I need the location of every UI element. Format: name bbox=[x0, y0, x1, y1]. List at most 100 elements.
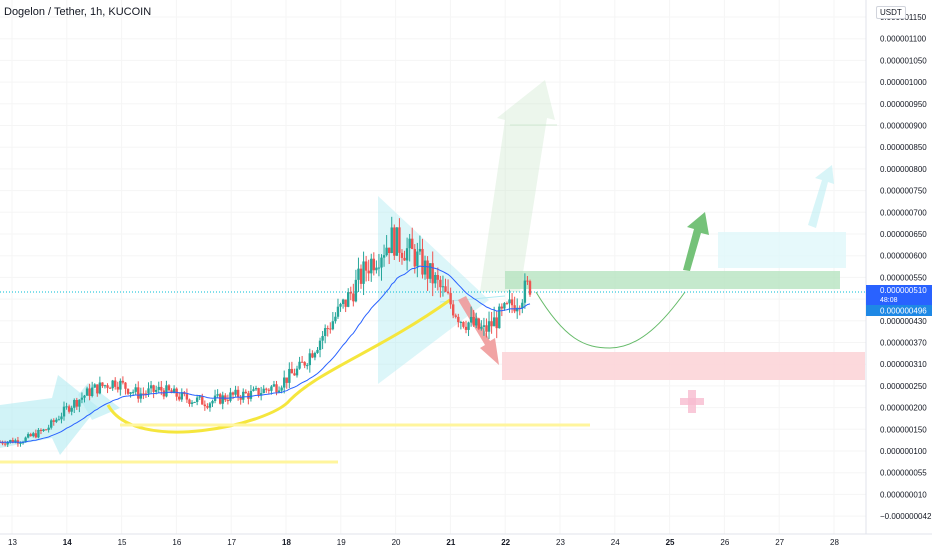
candle-body bbox=[347, 292, 350, 307]
candle-body bbox=[239, 397, 242, 400]
candle-body bbox=[341, 299, 345, 305]
candle-body bbox=[283, 377, 286, 388]
candle-body bbox=[1, 442, 4, 444]
candle-body bbox=[290, 368, 294, 374]
candle-body bbox=[185, 394, 189, 400]
time-tick-label: 24 bbox=[611, 538, 620, 547]
candle-body bbox=[418, 248, 422, 252]
candle-body bbox=[349, 292, 352, 294]
candle-body bbox=[387, 247, 391, 254]
candle-body bbox=[495, 317, 498, 329]
candle-body bbox=[236, 389, 240, 398]
price-scale[interactable]: 0.0000011500.0000011000.0000010500.00000… bbox=[865, 0, 932, 534]
candle-body bbox=[244, 391, 247, 394]
time-tick-label: 21 bbox=[446, 538, 455, 547]
candle-body bbox=[431, 263, 434, 284]
candle-body bbox=[124, 382, 127, 389]
candle-body bbox=[382, 255, 386, 258]
candle-body bbox=[160, 386, 163, 391]
price-tick-label: 0.000000310 bbox=[880, 360, 927, 369]
price-tick-label: 0.000000250 bbox=[880, 382, 927, 391]
candle-body bbox=[423, 260, 427, 275]
candle-body bbox=[211, 400, 214, 404]
candle-body bbox=[518, 307, 521, 309]
candle-body bbox=[462, 321, 465, 327]
candle-body bbox=[249, 390, 253, 399]
candle-body bbox=[395, 227, 399, 256]
candle-body bbox=[70, 407, 73, 412]
candle-body bbox=[472, 316, 475, 326]
price-tick-label: 0.000000150 bbox=[880, 425, 927, 434]
candle-body bbox=[231, 392, 235, 395]
price-tick-label: 0.000001000 bbox=[880, 78, 927, 87]
candle-body bbox=[352, 293, 355, 302]
candle-body bbox=[216, 394, 219, 396]
candle-body bbox=[449, 293, 452, 305]
time-tick-label: 25 bbox=[666, 538, 675, 547]
faint-green-arrow bbox=[480, 80, 555, 292]
candle-body bbox=[513, 305, 516, 312]
chart-annotations bbox=[0, 80, 866, 464]
candle-body bbox=[88, 388, 91, 397]
red-zone bbox=[502, 352, 865, 380]
time-tick-label: 17 bbox=[227, 538, 236, 547]
candle-body bbox=[131, 391, 135, 393]
candle-body bbox=[60, 416, 63, 420]
moving-average-line bbox=[0, 265, 531, 443]
candle-body bbox=[285, 377, 288, 383]
candle-body bbox=[119, 380, 122, 390]
candle-body bbox=[234, 389, 237, 395]
candle-body bbox=[405, 248, 409, 261]
candle-body bbox=[11, 440, 15, 443]
candle-body bbox=[172, 388, 176, 394]
candle-body bbox=[180, 392, 183, 400]
last-price-badge: 0.000000510 48:08 bbox=[866, 285, 932, 305]
chart-title: Dogelon / Tether, 1h, KUCOIN bbox=[4, 6, 152, 18]
candle-body bbox=[270, 386, 273, 391]
candle-body bbox=[114, 380, 117, 387]
candle-body bbox=[247, 393, 250, 399]
candle-body bbox=[413, 248, 416, 267]
candle-body bbox=[254, 388, 258, 390]
candle-body bbox=[170, 390, 173, 394]
candle-body bbox=[528, 281, 532, 295]
candle-body bbox=[108, 387, 112, 389]
candle-body bbox=[75, 400, 79, 407]
price-tick-label: 0.000000850 bbox=[880, 143, 927, 152]
candle-body bbox=[134, 387, 137, 392]
candle-body bbox=[436, 274, 440, 280]
candle-body bbox=[67, 406, 71, 412]
candle-body bbox=[203, 404, 207, 407]
red-arrow bbox=[458, 296, 499, 365]
candle-body bbox=[42, 429, 45, 431]
countdown-text: 48:08 bbox=[880, 297, 898, 304]
candle-body bbox=[267, 389, 271, 391]
candle-body bbox=[339, 304, 342, 307]
triangle-pattern bbox=[378, 196, 489, 384]
candle-body bbox=[408, 238, 411, 249]
candle-body bbox=[44, 429, 48, 431]
candle-body bbox=[83, 395, 86, 398]
price-tick-label: 0.000000700 bbox=[880, 208, 927, 217]
candle-body bbox=[523, 280, 527, 303]
candle-body bbox=[313, 352, 317, 358]
candle-body bbox=[101, 382, 104, 387]
time-scale[interactable]: 13 14 15 16 17 18 19 20 21 22 23 24 25 26 27 28 bbox=[0, 533, 932, 547]
candle-body bbox=[29, 434, 32, 437]
time-tick-label: 18 bbox=[282, 538, 291, 547]
candle-body bbox=[157, 386, 160, 390]
currency-label[interactable]: USDT bbox=[876, 6, 906, 19]
cup-curve bbox=[535, 291, 686, 349]
candle-body bbox=[78, 399, 81, 407]
candle-body bbox=[34, 433, 38, 438]
candle-body bbox=[178, 396, 181, 400]
candle-body bbox=[111, 380, 114, 389]
candle-body bbox=[280, 387, 283, 391]
price-tick-label: 0.000000200 bbox=[880, 404, 927, 413]
candle-body bbox=[306, 365, 309, 367]
candle-body bbox=[303, 362, 306, 366]
candle-body bbox=[362, 261, 365, 284]
candle-body bbox=[403, 257, 406, 261]
candle-body bbox=[252, 389, 255, 391]
